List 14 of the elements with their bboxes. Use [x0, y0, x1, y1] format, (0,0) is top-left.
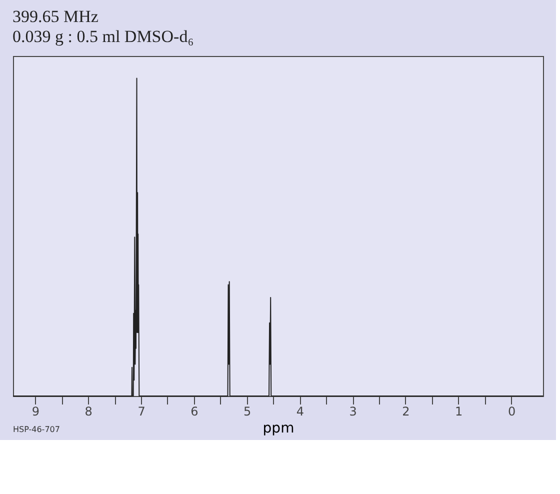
chart-title: 399.65 MHz — [12, 7, 99, 26]
text: HSP-46-707 — [13, 425, 60, 434]
x-tick-label: 6 — [190, 404, 198, 418]
x-tick-label: 8 — [84, 404, 92, 418]
x-tick-label: 3 — [349, 404, 357, 418]
chart-subtitle: 0.039 g : 0.5 ml DMSO-d₆ — [12, 27, 194, 46]
x-axis-title: ppm — [262, 420, 294, 436]
x-tick-label: 9 — [32, 404, 40, 418]
x-tick-label: 7 — [138, 404, 146, 418]
x-tick-label: 2 — [402, 404, 410, 418]
x-tick-label: 1 — [455, 404, 463, 418]
x-tick-label: 0 — [508, 404, 516, 418]
x-tick-label: 4 — [296, 404, 304, 418]
x-tick-label: 5 — [243, 404, 252, 418]
